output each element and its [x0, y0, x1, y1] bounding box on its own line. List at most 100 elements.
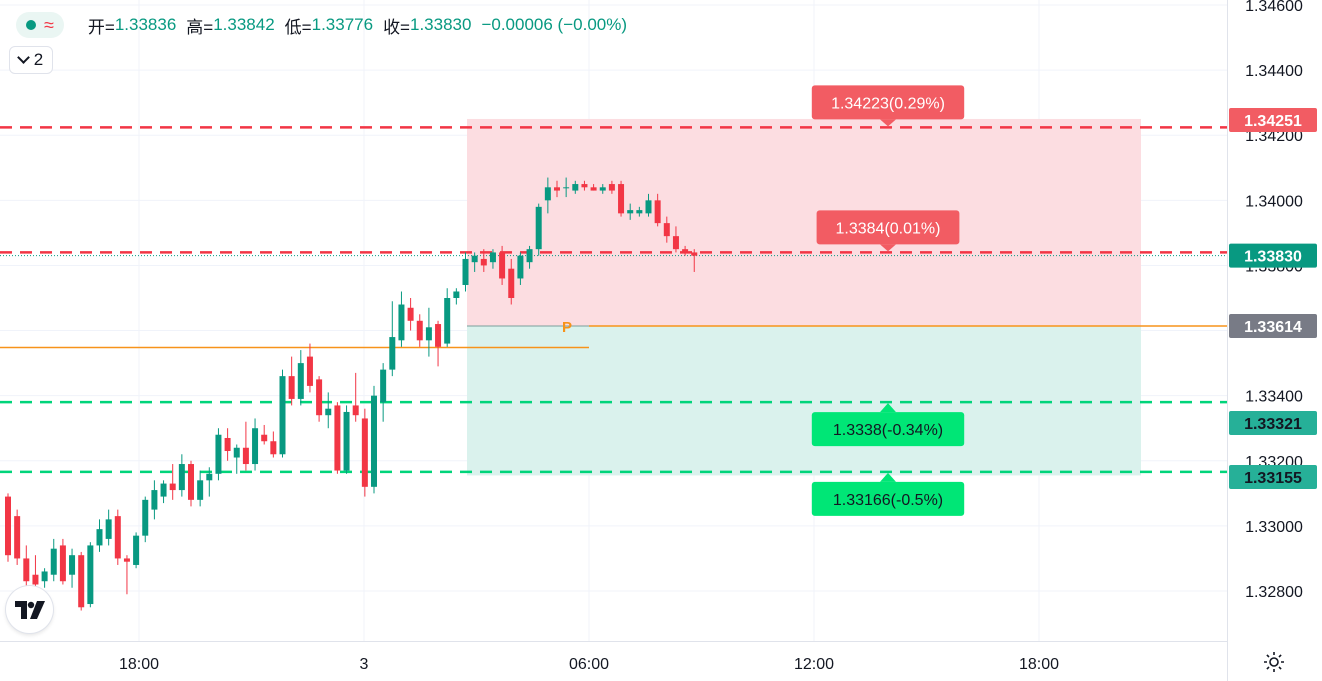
price-tick-label: 1.34000: [1245, 193, 1303, 210]
candle: [50, 548, 57, 575]
candle: [590, 187, 597, 191]
candle: [270, 441, 277, 455]
candle: [78, 555, 85, 608]
ohlc-legend: ≈ 开= 1.33836 高= 1.33842 低= 1.33776 收= 1.3383…: [16, 8, 627, 42]
low-value: 1.33776: [311, 15, 374, 34]
lower-target-callout: [811, 412, 965, 447]
time-tick-label: 3: [360, 656, 369, 673]
candle: [233, 447, 240, 458]
candle: [462, 258, 469, 285]
candle: [69, 555, 76, 575]
candle: [14, 516, 21, 559]
pivot-price-tag-text: 1.33614: [1244, 319, 1302, 336]
candle: [371, 395, 377, 487]
high-value: 1.33842: [213, 15, 275, 34]
price-tick-label: 1.32800: [1245, 584, 1303, 601]
candle: [5, 496, 11, 556]
candle: [206, 473, 213, 481]
candle: [471, 255, 478, 263]
candle: [133, 535, 140, 565]
time-tick-label: 18:00: [1019, 656, 1059, 673]
candle: [105, 519, 112, 539]
candle: [160, 483, 167, 497]
candle: [554, 187, 560, 191]
pivot-price-tag: [1229, 314, 1317, 338]
candle: [435, 324, 442, 347]
symbol-status-pill[interactable]: ≈: [16, 12, 64, 38]
candle: [489, 252, 496, 263]
lower-stop-callout: [811, 481, 965, 516]
candle: [87, 545, 94, 605]
chevron-down-icon: [16, 51, 30, 64]
lower-stop-price-tag: [1229, 465, 1317, 489]
lower-stop-price-tag-text: 1.33155: [1244, 470, 1302, 487]
upper-target-callout: [811, 85, 965, 120]
candle: [508, 268, 515, 298]
candle: [535, 206, 542, 250]
candle: [334, 405, 341, 471]
open-label: 开=: [87, 17, 115, 37]
candle: [645, 200, 652, 214]
indicator-collapse-button[interactable]: 2: [9, 46, 53, 74]
candle: [178, 464, 185, 491]
candle: [663, 223, 670, 237]
tradingview-logo[interactable]: [6, 586, 53, 633]
candle: [197, 480, 204, 500]
candle: [599, 187, 606, 191]
tradingview-logo-icon: [14, 600, 45, 619]
current-price-tag-text: 1.33830: [1244, 249, 1302, 266]
candle: [398, 304, 405, 341]
candle: [297, 363, 304, 399]
price-tick-label: 1.34200: [1245, 128, 1303, 145]
candle: [526, 249, 533, 263]
candle: [224, 437, 231, 452]
candle: [407, 307, 414, 321]
candle: [480, 258, 487, 266]
upper-target-price-tag: [1229, 108, 1317, 132]
indicator-count: 2: [33, 50, 44, 69]
candle: [416, 320, 423, 341]
candle: [499, 252, 506, 279]
gear-icon[interactable]: [1262, 650, 1286, 674]
candle: [544, 187, 551, 201]
candle: [581, 184, 588, 188]
price-tick-label: 1.34400: [1245, 63, 1303, 80]
wave-icon: ≈: [44, 15, 54, 35]
candle: [316, 379, 323, 416]
lower-stop-callout-text: 1.33166(-0.5%): [833, 492, 943, 509]
candle: [169, 483, 176, 491]
candle: [123, 558, 130, 562]
candle: [352, 405, 359, 416]
candle: [252, 428, 259, 465]
candle: [563, 187, 570, 189]
price-tick-label: 1.33000: [1245, 519, 1303, 536]
upper-target-callout-pointer: [880, 119, 896, 127]
candle: [23, 558, 30, 582]
candle: [288, 376, 295, 399]
lower-target-price-tag-text: 1.33321: [1244, 416, 1302, 433]
candle: [96, 529, 103, 546]
lower-stop-callout-pointer: [880, 472, 896, 482]
candle: [627, 210, 634, 214]
close-value: 1.33830: [410, 15, 472, 34]
candle: [215, 434, 222, 474]
candle: [425, 327, 432, 341]
upper-entry-callout-pointer: [880, 244, 896, 252]
candle: [380, 369, 387, 403]
target-zone: [467, 118, 1141, 326]
candle: [343, 411, 350, 471]
candle: [41, 571, 48, 582]
candle: [188, 464, 194, 500]
upper-target-price-tag-text: 1.34251: [1244, 113, 1302, 130]
candle: [325, 408, 332, 416]
candle: [618, 184, 625, 214]
candle: [279, 376, 286, 455]
open-value: 1.33836: [114, 15, 177, 34]
pivot-marker: P: [562, 319, 572, 336]
candle: [32, 574, 39, 585]
price-tick-label: 1.34600: [1245, 0, 1303, 15]
upper-target-callout-text: 1.34223(0.29%): [831, 95, 945, 112]
stop-zone: [467, 325, 1141, 476]
candle: [59, 545, 66, 582]
